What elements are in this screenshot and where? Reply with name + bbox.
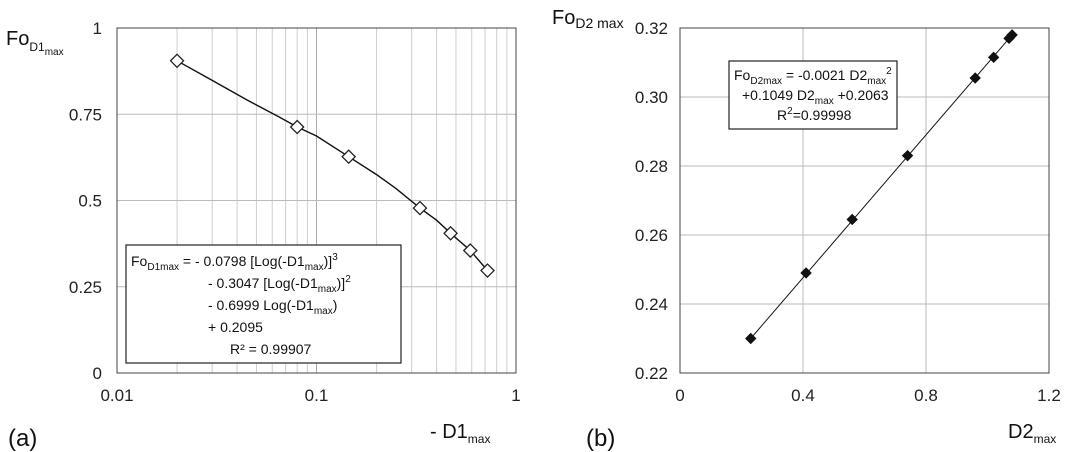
panel-a-equation-line-2: - 0.6999 Log(-D1max) xyxy=(208,297,337,317)
panel-b-frame xyxy=(679,27,1050,374)
panel-a-label: (a) xyxy=(8,425,37,452)
panel-a-fit-path xyxy=(176,60,489,271)
panel-a-data-point xyxy=(169,53,185,69)
panel-b-y-tick-label: 0.22 xyxy=(635,364,668,383)
panel-a: 0.01 0.1 1 0 0.25 0.5 0.75 1 FoD1max = - 0.0798… xyxy=(6,19,521,452)
panel-a-equation-frame xyxy=(125,244,402,364)
panel-b-tick-labels: 0 0.4 0.8 1.2 0.22 0.24 0.26 0.28 0.30 0.32 xyxy=(635,19,1061,405)
panel-b-x-tick-label: 1.2 xyxy=(1037,386,1061,405)
panel-a-tick-labels: 0.01 0.1 1 0 0.25 0.5 0.75 1 xyxy=(69,19,521,405)
panel-a-x-tick-label: 0.1 xyxy=(305,386,329,405)
panel-a-fit-curve xyxy=(176,60,489,271)
panel-a-data-point xyxy=(443,225,459,241)
panel-b-data-point xyxy=(901,149,914,162)
panel-b: 0 0.4 0.8 1.2 0.22 0.24 0.26 0.28 0.30 0.32 FoD2m… xyxy=(552,7,1061,452)
panel-a-data-point xyxy=(412,200,428,216)
panel-a-points xyxy=(169,53,495,278)
panel-a-equation-line-4: R² = 0.99907 xyxy=(230,341,312,357)
panel-a-data-point xyxy=(289,119,305,135)
panel-a-equation-box: FoD1max = - 0.0798 [Log(-D1max)]3- 0.304… xyxy=(125,244,402,364)
panel-a-x-tick-label: 0.01 xyxy=(100,386,133,405)
panel-b-fit-line xyxy=(750,34,1013,339)
panel-b-y-tick-label: 0.28 xyxy=(635,157,668,176)
panel-a-x-label: - D1max xyxy=(430,421,490,446)
panel-b-y-tick-label: 0.32 xyxy=(635,19,668,38)
panel-b-data-point xyxy=(969,72,981,84)
panel-a-data-point xyxy=(341,149,357,165)
panel-b-equation-line-0: FoD2max = -0.0021 D2max2 xyxy=(734,66,892,87)
panel-b-y-tick-label: 0.26 xyxy=(635,226,668,245)
panel-b-y-label: FoD2 max xyxy=(552,7,624,31)
panel-b-data-point xyxy=(800,267,812,279)
panel-b-data-point xyxy=(745,332,757,345)
panel-b-x-tick-label: 0.8 xyxy=(914,386,938,405)
panel-b-equation-box: FoD2max = -0.0021 D2max2+0.1049 D2max +0… xyxy=(728,60,898,130)
panel-a-data-point xyxy=(480,263,495,278)
panel-a-y-tick-label: 0.25 xyxy=(69,278,102,297)
panel-a-y-label: FoD1max xyxy=(6,28,64,58)
panel-b-data-point xyxy=(987,51,1000,64)
panel-b-data-point xyxy=(1006,29,1018,41)
panel-b-x-tick-label: 0 xyxy=(675,386,684,405)
panel-a-equation-line-3: + 0.2095 xyxy=(208,319,263,335)
panel-b-x-tick-label: 0.4 xyxy=(791,386,815,405)
panel-b-y-tick-label: 0.24 xyxy=(635,295,668,314)
panel-a-equation-line-0: FoD1max = - 0.0798 [Log(-D1max)]3 xyxy=(131,252,338,273)
panel-a-data-point xyxy=(462,243,478,258)
panel-a-y-tick-label: 0 xyxy=(93,364,102,383)
panel-b-equation-line-2: R2=0.99998 xyxy=(777,106,852,123)
panel-b-data-point xyxy=(846,213,858,226)
panel-b-equation-line-1: +0.1049 D2max +0.2063 xyxy=(742,87,889,107)
panel-b-label: (b) xyxy=(586,425,615,452)
panel-a-y-tick-label: 0.75 xyxy=(69,105,102,124)
panel-b-points xyxy=(745,29,1018,345)
panel-a-frame xyxy=(116,27,517,374)
panel-b-fit-path xyxy=(750,34,1013,339)
panel-b-equation-frame xyxy=(728,60,898,130)
panel-a-equation-line-1: - 0.3047 [Log(-D1max)]2 xyxy=(208,274,351,295)
panel-b-x-label: D2max xyxy=(1008,421,1056,446)
panel-a-y-tick-label: 1 xyxy=(93,19,102,38)
panel-b-y-tick-label: 0.30 xyxy=(635,88,668,107)
panel-a-y-tick-label: 0.5 xyxy=(78,192,102,211)
panel-a-x-tick-label: 1 xyxy=(511,386,520,405)
